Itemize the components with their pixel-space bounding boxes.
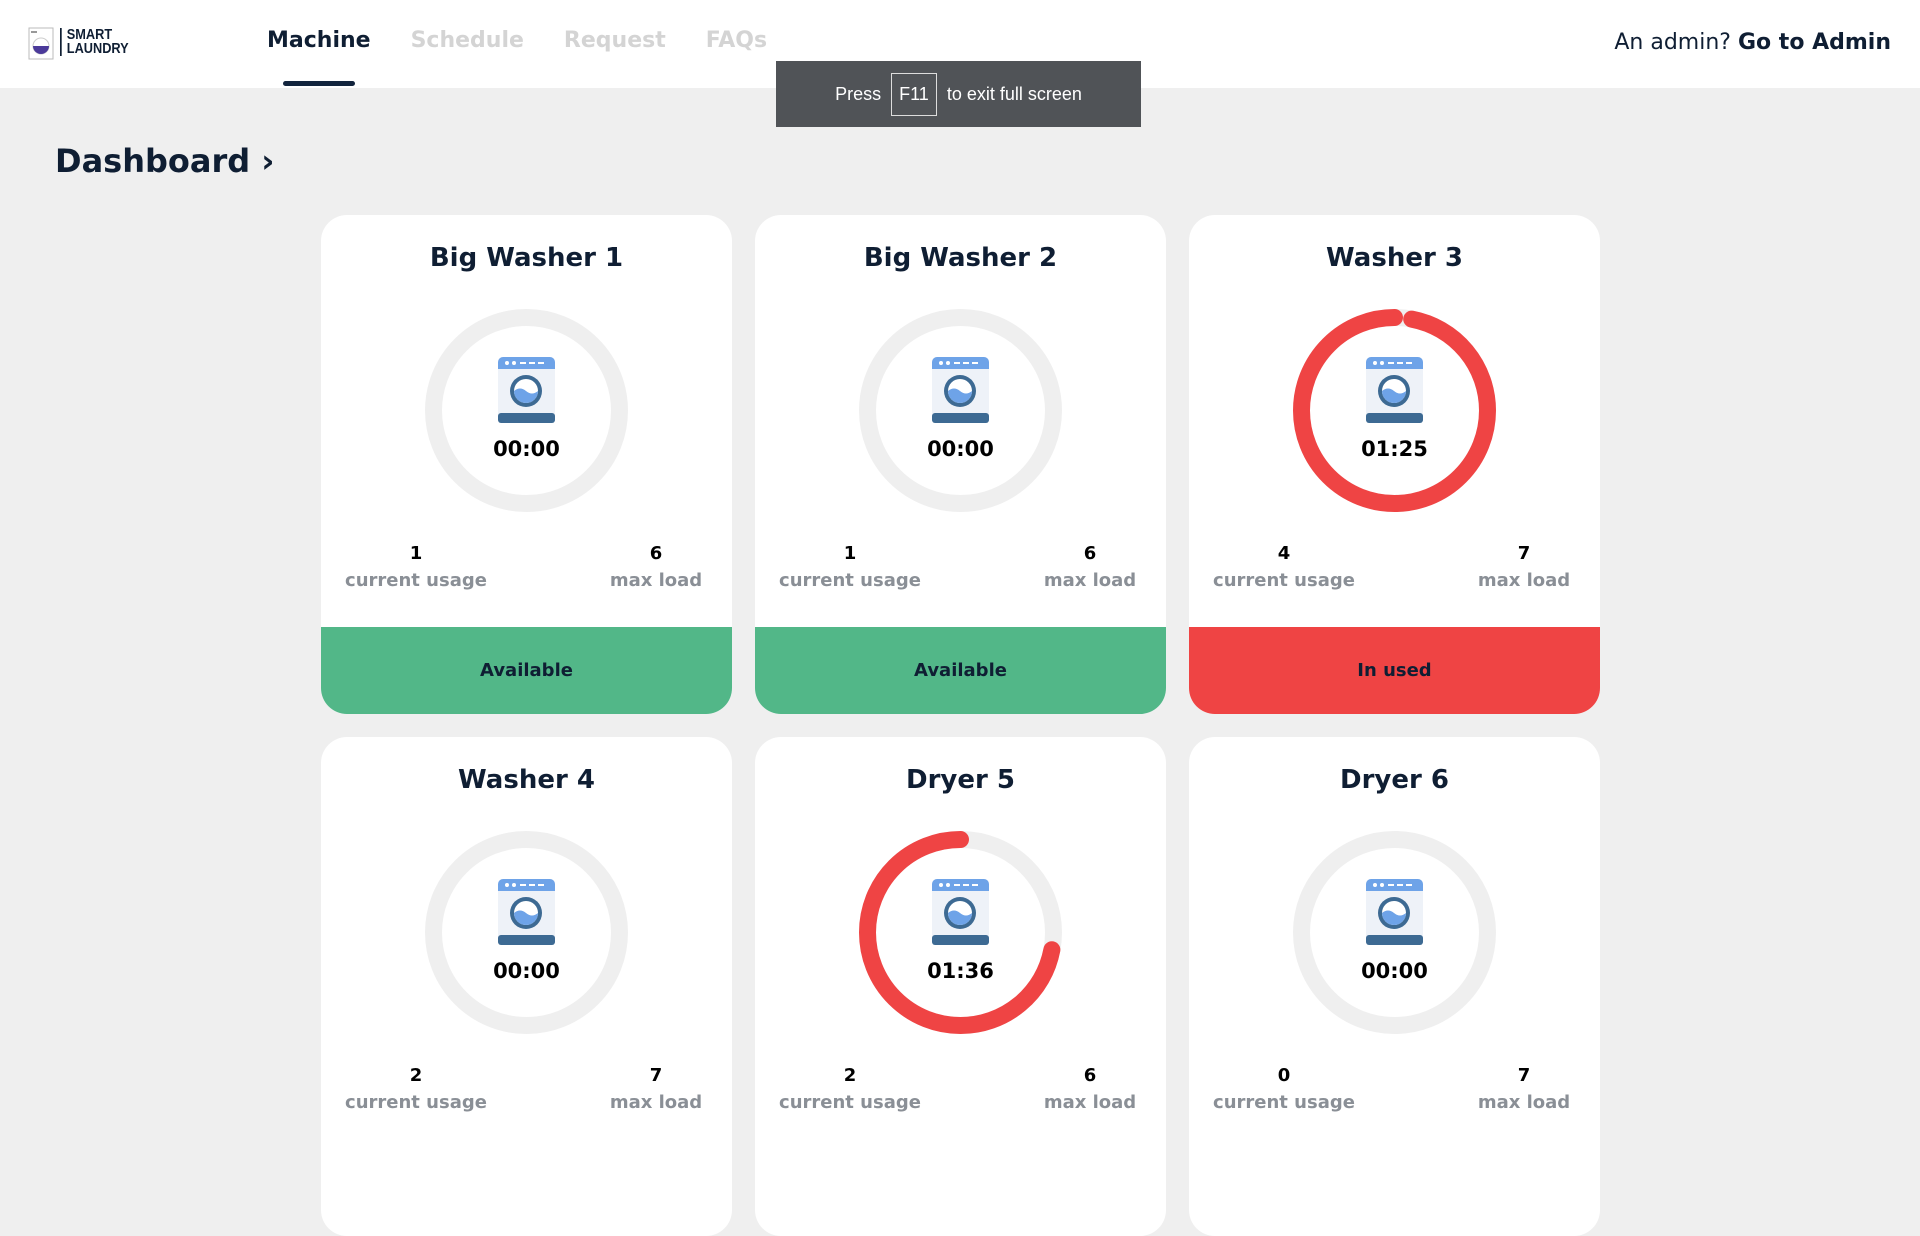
max-load-label: max load (1477, 570, 1571, 591)
toast-pre: Press (835, 83, 882, 104)
machine-name: Big Washer 1 (429, 243, 624, 273)
remaining-time: 00:00 (493, 437, 560, 461)
current-usage: 4 current usage (1204, 543, 1364, 591)
logo-text-line1: SMART (66, 26, 113, 43)
machine-card[interactable]: Big Washer 2 00:00 1 current usage 6 max l… (755, 215, 1166, 714)
status-bar: In used (1189, 627, 1600, 714)
progress-ring (859, 831, 1062, 1034)
washing-machine-logo-icon (28, 27, 54, 60)
ring-progress (1293, 309, 1496, 512)
washing-machine-icon (1366, 879, 1423, 945)
machine-card[interactable]: Big Washer 1 00:00 1 current usage 6 max l… (321, 215, 732, 714)
admin-prompt-text: An admin? (1614, 30, 1731, 55)
current-usage: 2 current usage (770, 1065, 930, 1113)
current-usage: 1 current usage (770, 543, 930, 591)
progress-ring (1293, 831, 1496, 1034)
progress-ring (859, 309, 1062, 512)
go-to-admin-link[interactable]: Go to Admin (1737, 30, 1891, 55)
ring-track (425, 831, 628, 1034)
current-usage-label: current usage (1213, 570, 1355, 591)
washing-machine-icon (498, 879, 555, 945)
current-usage-label: current usage (345, 570, 487, 591)
remaining-time: 01:25 (1361, 437, 1428, 461)
progress-ring (425, 831, 628, 1034)
machine-card[interactable]: Dryer 6 00:00 0 current usage 7 max load (1189, 737, 1600, 1236)
current-usage-label: current usage (345, 1092, 487, 1113)
max-load: 7 max load (576, 1065, 732, 1113)
nav-faqs[interactable]: FAQs (705, 28, 768, 53)
washing-machine-icon (1366, 357, 1423, 423)
current-usage-label: current usage (779, 1092, 921, 1113)
max-load-label: max load (1477, 1092, 1571, 1113)
current-usage-value: 1 (843, 543, 857, 564)
max-load: 6 max load (576, 543, 732, 591)
max-load-label: max load (1043, 570, 1137, 591)
current-usage-value: 2 (843, 1065, 857, 1086)
machine-card[interactable]: Dryer 5 01:36 2 current usage 6 max load (755, 737, 1166, 1236)
page-title[interactable]: Dashboard › (55, 142, 275, 180)
main-nav: Machine Schedule Request FAQs (267, 28, 768, 86)
current-usage-label: current usage (779, 570, 921, 591)
washing-machine-icon (932, 357, 989, 423)
machine-name: Big Washer 2 (863, 243, 1058, 273)
max-load-value: 7 (649, 1065, 663, 1086)
remaining-time: 01:36 (927, 959, 994, 983)
max-load: 6 max load (1010, 1065, 1166, 1113)
remaining-time: 00:00 (927, 437, 994, 461)
ring-track (425, 309, 628, 512)
remaining-time: 00:00 (493, 959, 560, 983)
status-bar: Available (755, 627, 1166, 714)
ring-track (859, 309, 1062, 512)
machine-name: Dryer 5 (906, 765, 1015, 795)
logo-text-line2: LAUNDRY (66, 40, 129, 57)
toast-post: to exit full screen (946, 83, 1082, 104)
status-bar: Available (321, 627, 732, 714)
max-load-value: 7 (1517, 1065, 1531, 1086)
max-load-value: 6 (1083, 543, 1097, 564)
current-usage-value: 4 (1277, 543, 1291, 564)
machine-name: Washer 4 (458, 765, 595, 795)
max-load: 7 max load (1444, 1065, 1600, 1113)
max-load: 6 max load (1010, 543, 1166, 591)
fullscreen-toast: Press F11 to exit full screen (776, 61, 1141, 127)
max-load-label: max load (609, 570, 703, 591)
max-load-label: max load (1043, 1092, 1137, 1113)
machine-card[interactable]: Washer 4 00:00 2 current usage 7 max load (321, 737, 732, 1236)
max-load: 7 max load (1444, 543, 1600, 591)
current-usage: 2 current usage (336, 1065, 496, 1113)
current-usage-value: 0 (1277, 1065, 1291, 1086)
progress-ring (425, 309, 628, 512)
washing-machine-icon (932, 879, 989, 945)
max-load-value: 7 (1517, 543, 1531, 564)
max-load-value: 6 (649, 543, 663, 564)
machine-card[interactable]: Washer 3 01:25 4 current usage 7 max load … (1189, 215, 1600, 714)
machine-name: Dryer 6 (1340, 765, 1449, 795)
remaining-time: 00:00 (1361, 959, 1428, 983)
toast-key: F11 (891, 72, 937, 116)
nav-request[interactable]: Request (563, 28, 666, 53)
current-usage: 0 current usage (1204, 1065, 1364, 1113)
ring-progress (859, 831, 1062, 1034)
machine-name: Washer 3 (1326, 243, 1463, 273)
current-usage-value: 1 (409, 543, 423, 564)
machine-grid: Big Washer 1 00:00 1 current usage 6 max l… (321, 215, 1600, 1236)
ring-track (1293, 831, 1496, 1034)
current-usage-value: 2 (409, 1065, 423, 1086)
current-usage-label: current usage (1213, 1092, 1355, 1113)
max-load-label: max load (609, 1092, 703, 1113)
current-usage: 1 current usage (336, 543, 496, 591)
washing-machine-icon (498, 357, 555, 423)
smart-laundry-logo[interactable]: SMART LAUNDRY (28, 24, 141, 60)
nav-machine[interactable]: Machine (267, 28, 371, 86)
max-load-value: 6 (1083, 1065, 1097, 1086)
nav-schedule[interactable]: Schedule (410, 28, 524, 53)
progress-ring (1293, 309, 1496, 512)
admin-prompt: An admin? Go to Admin (1614, 30, 1891, 55)
